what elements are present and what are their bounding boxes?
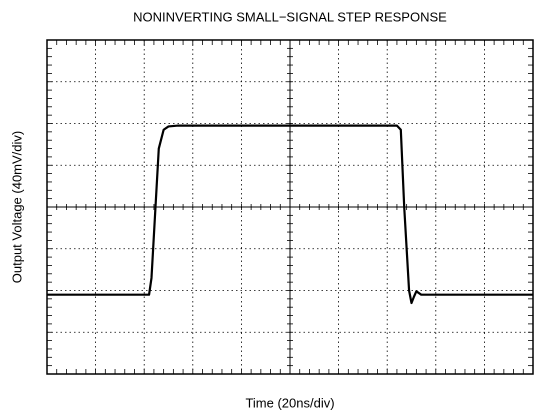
x-axis-label: Time (20ns/div)	[245, 395, 334, 410]
plot-frame	[46, 39, 534, 375]
chart-title: NONINVERTING SMALL−SIGNAL STEP RESPONSE	[133, 9, 447, 24]
y-axis-label: Output Voltage (40mV/div)	[9, 131, 24, 283]
trace	[47, 124, 533, 305]
